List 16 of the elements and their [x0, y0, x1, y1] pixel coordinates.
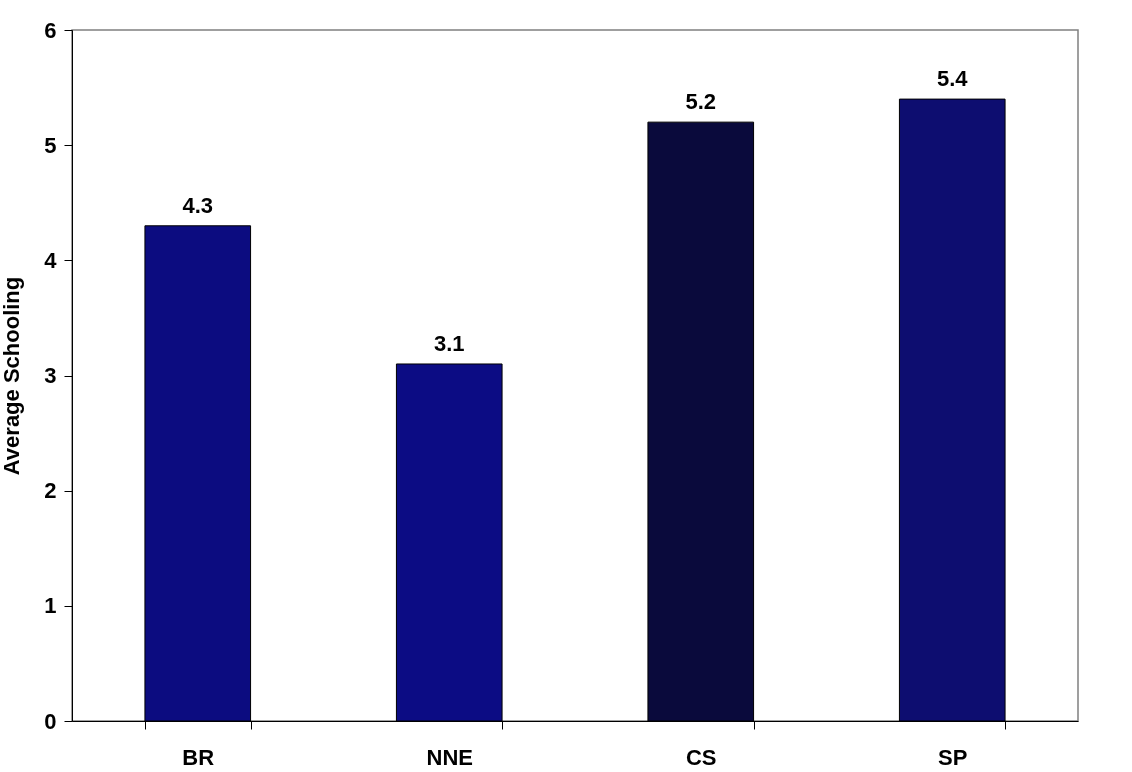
data-label: 4.3	[182, 192, 214, 218]
x-tick-label: BR	[182, 744, 215, 770]
y-tick-label: 2	[44, 478, 57, 504]
x-tick-label: NNE	[426, 744, 473, 770]
x-tick-label: CS	[685, 744, 717, 770]
y-tick-label: 1	[44, 593, 57, 619]
y-tick-label: 5	[44, 132, 57, 158]
y-tick-label: 0	[44, 708, 57, 734]
y-tick-label: 6	[44, 17, 57, 43]
data-label: 5.2	[685, 89, 717, 115]
data-label: 5.4	[936, 66, 969, 92]
x-tick-label: SP	[938, 744, 968, 770]
y-axis-title: Average Schooling	[0, 276, 25, 476]
y-tick-label: 3	[44, 363, 57, 388]
y-tick-label: 4	[44, 247, 58, 273]
data-label: 3.1	[433, 330, 465, 356]
